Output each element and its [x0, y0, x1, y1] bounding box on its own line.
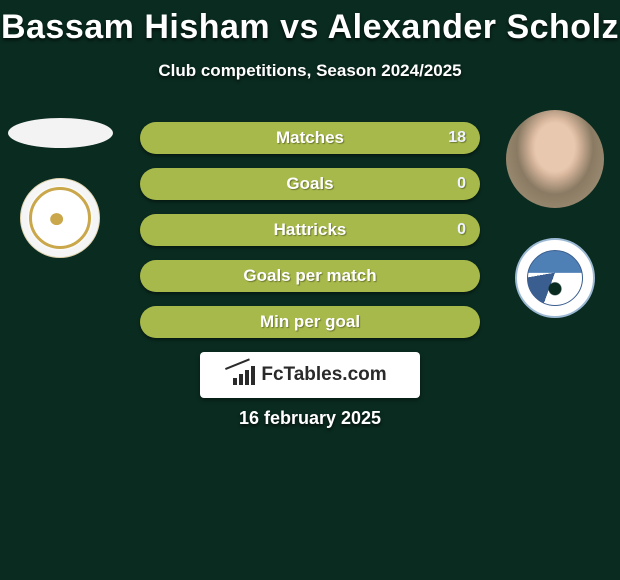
source-logo: FcTables.com — [200, 352, 420, 398]
stat-row-matches: Matches 18 — [140, 122, 480, 154]
stat-label: Goals — [286, 174, 333, 194]
stat-row-gpm: Goals per match — [140, 260, 480, 292]
bar-chart-icon — [233, 365, 255, 385]
stat-row-goals: Goals 0 — [140, 168, 480, 200]
stat-right-value: 0 — [457, 168, 466, 200]
stat-label: Hattricks — [274, 220, 347, 240]
stat-row-mpg: Min per goal — [140, 306, 480, 338]
player-left-club-badge — [20, 178, 100, 258]
player-right-avatar — [506, 110, 604, 208]
subtitle: Club competitions, Season 2024/2025 — [0, 61, 620, 81]
stat-label: Matches — [276, 128, 344, 148]
stat-right-value: 18 — [448, 122, 466, 154]
player-left-avatar — [8, 118, 113, 148]
page-title: Bassam Hisham vs Alexander Scholz — [0, 0, 620, 47]
source-logo-text: FcTables.com — [261, 364, 386, 386]
date-text: 16 february 2025 — [0, 408, 620, 429]
stat-row-hattricks: Hattricks 0 — [140, 214, 480, 246]
player-left-column — [5, 110, 115, 258]
stat-right-value: 0 — [457, 214, 466, 246]
stats-list: Matches 18 Goals 0 Hattricks 0 Goals per… — [140, 122, 480, 338]
stat-label: Goals per match — [243, 266, 376, 286]
stat-label: Min per goal — [260, 312, 360, 332]
player-right-club-badge — [515, 238, 595, 318]
player-right-column — [500, 110, 610, 318]
